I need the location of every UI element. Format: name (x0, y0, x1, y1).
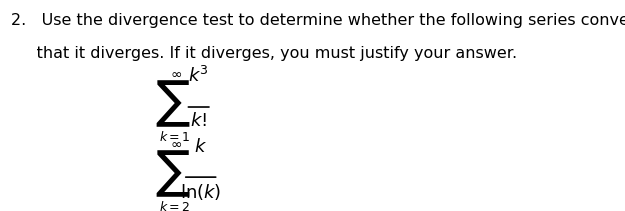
Text: that it diverges. If it diverges, you must justify your answer.: that it diverges. If it diverges, you mu… (11, 46, 518, 61)
Text: $\infty$: $\infty$ (170, 67, 182, 81)
Text: $\infty$: $\infty$ (170, 137, 182, 151)
Text: $\ln(k)$: $\ln(k)$ (180, 182, 221, 202)
Text: $k^3$: $k^3$ (188, 66, 209, 86)
Text: $\sum$: $\sum$ (155, 148, 190, 199)
Text: $k!$: $k!$ (190, 112, 207, 130)
Text: $k$: $k$ (194, 138, 207, 156)
Text: $\sum$: $\sum$ (155, 78, 190, 128)
Text: $k=2$: $k=2$ (159, 200, 190, 211)
Text: 2.   Use the divergence test to determine whether the following series converges: 2. Use the divergence test to determine … (11, 13, 625, 28)
Text: $k=1$: $k=1$ (159, 130, 190, 143)
